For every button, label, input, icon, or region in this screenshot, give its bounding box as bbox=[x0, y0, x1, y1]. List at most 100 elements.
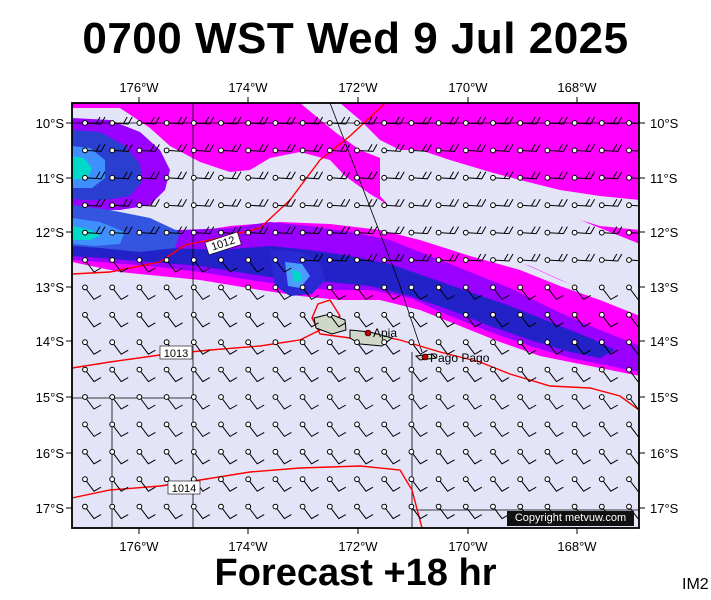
wind-barb bbox=[465, 171, 487, 180]
wind-barb bbox=[383, 287, 401, 301]
wind-barb-station bbox=[544, 311, 551, 318]
wind-barb bbox=[247, 506, 265, 520]
lat-label-left-10s: 10°S bbox=[36, 116, 65, 131]
wind-barb bbox=[628, 506, 639, 520]
wind-barb bbox=[383, 424, 401, 438]
lon-label-top-176w: 176°W bbox=[119, 80, 159, 95]
wind-barb-station bbox=[136, 394, 143, 400]
wind-barb-station bbox=[190, 339, 197, 346]
wind-barb-station bbox=[435, 120, 442, 126]
wind-barb-station bbox=[435, 202, 442, 209]
wind-barb-station bbox=[218, 394, 224, 400]
wind-barb bbox=[139, 116, 160, 125]
wind-barb-station bbox=[190, 366, 197, 373]
wind-barb-station bbox=[381, 120, 388, 126]
wind-barb bbox=[547, 226, 568, 235]
wind-barb-station bbox=[354, 366, 360, 373]
wind-barb-station bbox=[136, 421, 143, 428]
lon-label-bottom-172w: 172°W bbox=[338, 539, 378, 554]
wind-barb-station bbox=[218, 174, 224, 181]
wind-barb bbox=[384, 226, 405, 235]
wind-barb bbox=[302, 424, 319, 438]
wind-barb-station bbox=[517, 421, 524, 428]
wind-barb bbox=[275, 259, 292, 273]
wind-barb bbox=[628, 396, 639, 410]
wind-barb bbox=[220, 171, 242, 180]
wind-barb bbox=[139, 314, 156, 328]
wind-barb-station bbox=[354, 448, 360, 455]
wind-barb bbox=[411, 116, 432, 125]
wind-barb-station bbox=[326, 476, 333, 483]
wind-barb bbox=[84, 451, 102, 465]
wind-barb bbox=[112, 226, 133, 235]
wind-barb-station bbox=[354, 202, 360, 209]
wind-barb bbox=[465, 396, 483, 410]
map-frame bbox=[71, 102, 640, 529]
wind-barb-station bbox=[82, 174, 88, 181]
wind-barb-station bbox=[517, 311, 524, 318]
wind-barb bbox=[193, 226, 215, 235]
wind-barb bbox=[84, 198, 106, 207]
wind-barb-station bbox=[109, 202, 116, 209]
wind-barb-station bbox=[245, 476, 252, 483]
wind-barb-station bbox=[109, 503, 116, 510]
wind-barb-station bbox=[354, 174, 360, 181]
wind-barb-station bbox=[517, 448, 524, 455]
lat-labels-left: 10°S 11°S 12°S 13°S 14°S 15°S 16°S 17°S bbox=[36, 116, 65, 516]
wind-barb-station bbox=[490, 311, 496, 318]
wind-barb bbox=[574, 226, 596, 235]
wind-barb-station bbox=[163, 503, 170, 510]
wind-barb-station bbox=[626, 120, 632, 126]
wind-barb-station bbox=[272, 421, 279, 428]
wind-barb bbox=[492, 314, 510, 328]
wind-barb-station bbox=[190, 503, 197, 510]
wind-barb-station bbox=[190, 448, 197, 455]
wind-barb-station bbox=[435, 448, 442, 455]
wind-barb-station bbox=[408, 120, 415, 126]
wind-barb bbox=[601, 424, 619, 438]
wind-barb-station bbox=[435, 229, 442, 236]
wind-barb-station bbox=[517, 394, 524, 400]
wind-barb bbox=[112, 144, 133, 152]
wind-barb-station bbox=[544, 448, 551, 455]
wind-barb bbox=[84, 314, 102, 328]
wind-barb bbox=[193, 341, 211, 355]
wind-barb bbox=[193, 116, 215, 125]
wind-barb bbox=[275, 226, 296, 235]
wind-barb-station bbox=[272, 257, 279, 263]
wind-barb bbox=[220, 341, 238, 355]
wind-barb bbox=[356, 198, 378, 207]
wind-barb bbox=[384, 253, 405, 262]
wind-barb-station bbox=[626, 257, 632, 263]
wind-barb bbox=[329, 424, 347, 438]
wind-barb bbox=[112, 116, 133, 125]
wind-barb-station bbox=[136, 448, 143, 455]
wind-barb bbox=[411, 424, 428, 438]
wind-barb bbox=[547, 198, 568, 207]
wind-barb bbox=[384, 171, 405, 180]
wind-barb-station bbox=[462, 202, 469, 209]
wind-barb bbox=[547, 424, 564, 438]
lat-label-right-16s: 16°S bbox=[650, 446, 679, 461]
wind-barb bbox=[547, 314, 564, 328]
wind-barb-station bbox=[571, 174, 578, 181]
wind-barb bbox=[220, 144, 242, 152]
wind-barb bbox=[465, 369, 483, 383]
lat-ticks bbox=[66, 122, 645, 509]
wind-barb-station bbox=[435, 476, 442, 483]
wind-barb bbox=[302, 116, 324, 125]
wind-barb-station bbox=[490, 339, 496, 346]
wind-barb-station bbox=[82, 503, 88, 510]
wind-barb bbox=[383, 396, 401, 410]
wind-barb-station bbox=[462, 421, 469, 428]
wind-barb bbox=[166, 171, 188, 180]
wind-barb-station bbox=[571, 476, 578, 483]
wind-barb bbox=[547, 341, 564, 355]
wind-barb bbox=[220, 198, 242, 207]
wind-barb bbox=[247, 369, 265, 383]
wind-barb bbox=[492, 287, 510, 301]
wind-barb bbox=[139, 341, 156, 355]
wind-barb bbox=[628, 424, 639, 438]
wind-barb-station bbox=[408, 147, 415, 154]
wind-barb bbox=[519, 314, 537, 328]
